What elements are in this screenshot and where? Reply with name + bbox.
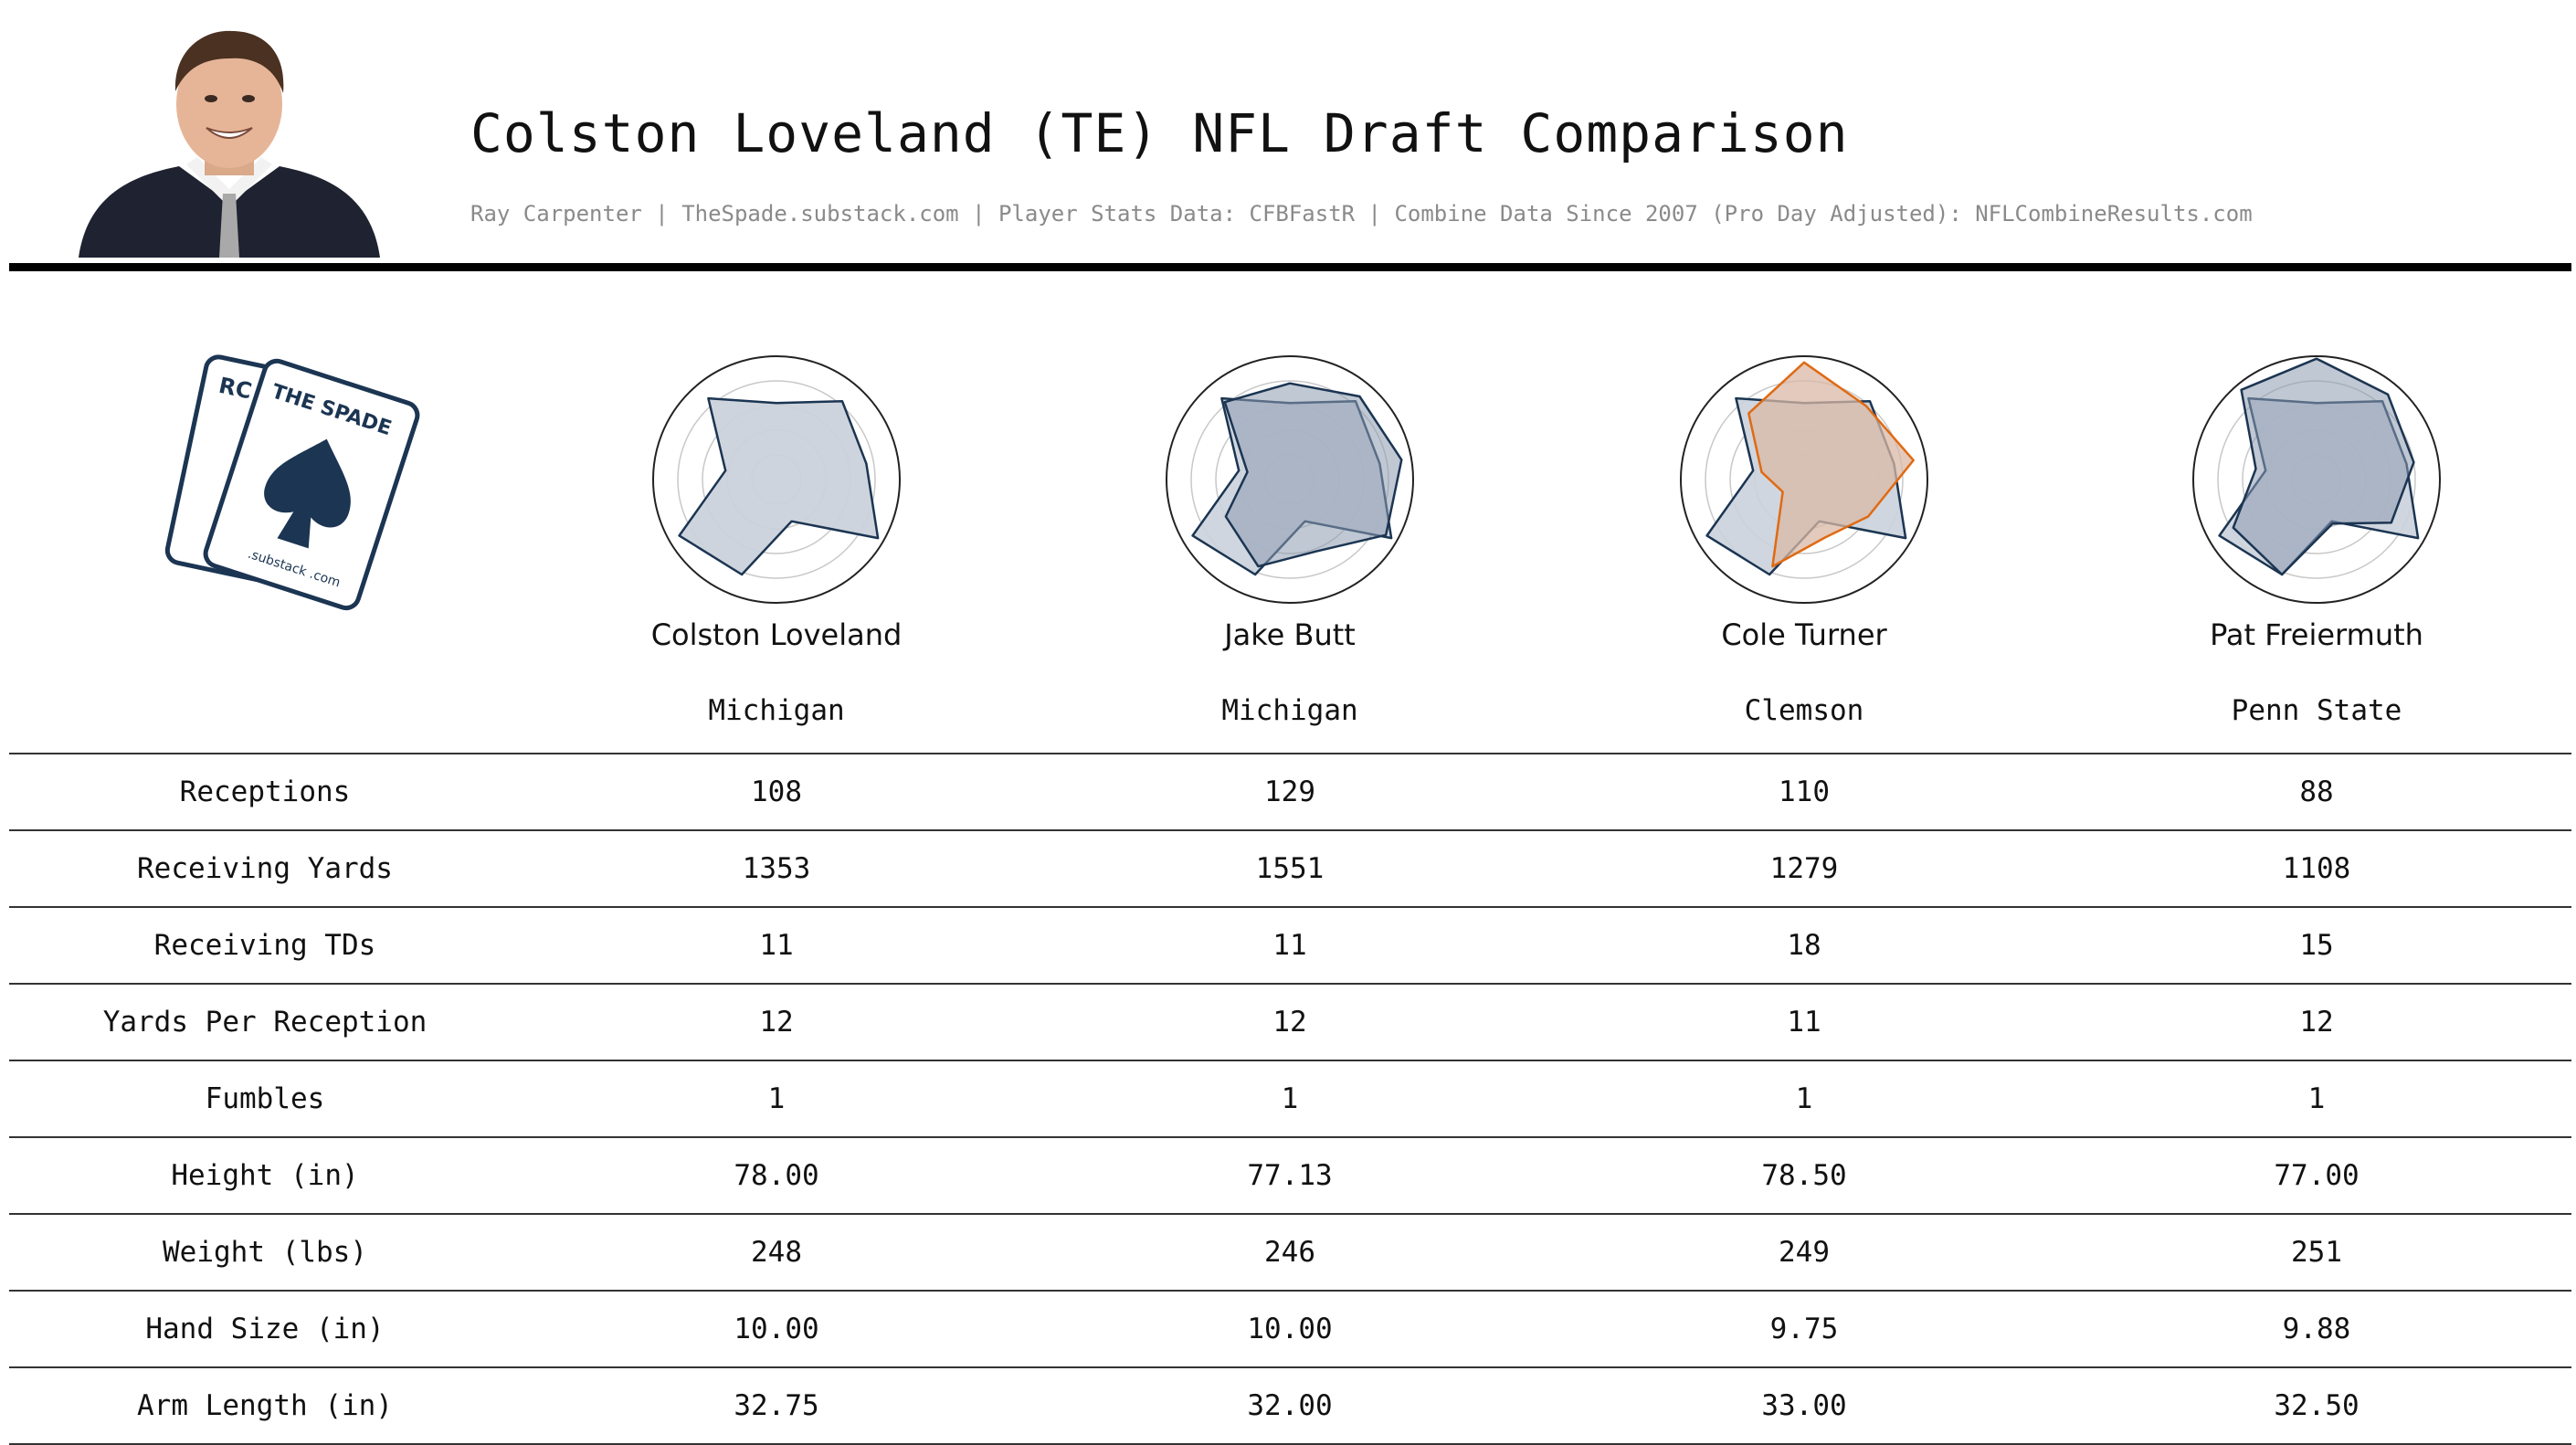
row-label: Weight (lbs) bbox=[163, 1236, 367, 1269]
radar-grid-ring bbox=[677, 380, 876, 579]
right-eye bbox=[242, 95, 255, 102]
table-cell: 249 bbox=[1779, 1236, 1830, 1269]
table-cell: 1279 bbox=[1769, 852, 1839, 885]
table-cell: 78.50 bbox=[1761, 1159, 1847, 1192]
table-cell: 9.75 bbox=[1769, 1313, 1839, 1345]
page-subtitle: Ray Carpenter | TheSpade.substack.com | … bbox=[470, 201, 2253, 227]
table-cell: 1108 bbox=[2282, 852, 2351, 885]
table-cell: 32.00 bbox=[1247, 1389, 1333, 1422]
table-row: Fumbles 1 1 1 1 bbox=[9, 1060, 2571, 1136]
row-label: Receiving Yards bbox=[137, 852, 393, 885]
header-divider bbox=[9, 263, 2571, 271]
radar-series-comparison bbox=[2232, 357, 2415, 576]
player-school: Clemson bbox=[1744, 694, 1864, 727]
radar-chart-butt bbox=[1166, 355, 1414, 604]
player-photo bbox=[79, 30, 380, 258]
radar-chart-turner bbox=[1680, 355, 1928, 604]
spade-icon bbox=[264, 438, 351, 549]
smile bbox=[206, 127, 253, 139]
row-label: Receptions bbox=[179, 775, 351, 808]
row-label: Receiving TDs bbox=[153, 929, 376, 962]
table-row: Weight (lbs) 248 246 249 251 bbox=[9, 1213, 2571, 1290]
row-label: Fumbles bbox=[205, 1082, 325, 1115]
table-cell: 9.88 bbox=[2282, 1313, 2351, 1345]
radar-series-comparison bbox=[1223, 382, 1403, 568]
table-cell: 248 bbox=[751, 1236, 802, 1269]
player-school: Penn State bbox=[2231, 694, 2402, 727]
table-cell: 11 bbox=[1787, 1006, 1821, 1039]
table-cell: 32.75 bbox=[734, 1389, 819, 1422]
player-name: Colston Loveland bbox=[650, 617, 903, 652]
table-cell: 77.00 bbox=[2274, 1159, 2360, 1192]
table-cell: 15 bbox=[2299, 929, 2334, 962]
table-row: Hand Size (in) 10.00 10.00 9.75 9.88 bbox=[9, 1290, 2571, 1366]
table-cell: 1 bbox=[2307, 1082, 2326, 1115]
table-cell: 108 bbox=[751, 775, 802, 808]
table-cell: 1353 bbox=[742, 852, 811, 885]
table-cell: 12 bbox=[2299, 1006, 2334, 1039]
table-cell: 1551 bbox=[1255, 852, 1325, 885]
table-row: Receptions 108 129 110 88 bbox=[9, 753, 2571, 829]
table-cell: 1 bbox=[767, 1082, 786, 1115]
player-name: Cole Turner bbox=[1721, 617, 1887, 652]
table-cell: 110 bbox=[1779, 775, 1830, 808]
radar-chart-loveland bbox=[652, 355, 901, 604]
left-eye bbox=[205, 95, 217, 102]
table-row: Receiving Yards 1353 1551 1279 1108 bbox=[9, 829, 2571, 906]
player-name: Pat Freiermuth bbox=[2210, 617, 2423, 652]
table-cell: 33.00 bbox=[1761, 1389, 1847, 1422]
table-cell: 88 bbox=[2299, 775, 2334, 808]
table-cell: 77.13 bbox=[1247, 1159, 1333, 1192]
table-cell: 11 bbox=[1272, 929, 1307, 962]
face bbox=[176, 40, 282, 168]
table-row: Arm Length (in) 32.75 32.00 33.00 32.50 bbox=[9, 1366, 2571, 1445]
row-label: Arm Length (in) bbox=[137, 1389, 393, 1422]
hair bbox=[174, 30, 284, 93]
table-cell: 18 bbox=[1787, 929, 1821, 962]
player-school: Michigan bbox=[708, 694, 845, 727]
table-cell: 1 bbox=[1795, 1082, 1813, 1115]
table-cell: 32.50 bbox=[2274, 1389, 2360, 1422]
table-cell: 11 bbox=[759, 929, 794, 962]
page-title: Colston Loveland (TE) NFL Draft Comparis… bbox=[470, 102, 1849, 164]
the-spade-logo: RC THE SPADE .substack .com bbox=[164, 354, 420, 611]
table-cell: 12 bbox=[1272, 1006, 1307, 1039]
player-school: Michigan bbox=[1221, 694, 1358, 727]
row-label: Hand Size (in) bbox=[145, 1313, 385, 1345]
radar-series-base bbox=[678, 396, 880, 576]
table-cell: 10.00 bbox=[734, 1313, 819, 1345]
radar-series-comparison bbox=[1747, 361, 1915, 568]
table-row: Receiving TDs 11 11 18 15 bbox=[9, 906, 2571, 983]
table-cell: 12 bbox=[759, 1006, 794, 1039]
table-cell: 10.00 bbox=[1247, 1313, 1333, 1345]
row-label: Height (in) bbox=[171, 1159, 359, 1192]
table-cell: 251 bbox=[2291, 1236, 2342, 1269]
table-cell: 246 bbox=[1264, 1236, 1315, 1269]
table-cell: 129 bbox=[1264, 775, 1315, 808]
table-row: Yards Per Reception 12 12 11 12 bbox=[9, 983, 2571, 1060]
stats-table: Receptions 108 129 110 88 Receiving Yard… bbox=[9, 753, 2571, 1445]
table-row: Height (in) 78.00 77.13 78.50 77.00 bbox=[9, 1136, 2571, 1213]
radar-chart-freiermuth bbox=[2192, 355, 2441, 604]
player-name: Jake Butt bbox=[1224, 617, 1356, 652]
row-label: Yards Per Reception bbox=[102, 1006, 428, 1039]
necktie bbox=[219, 194, 239, 258]
table-cell: 78.00 bbox=[734, 1159, 819, 1192]
table-cell: 1 bbox=[1281, 1082, 1299, 1115]
